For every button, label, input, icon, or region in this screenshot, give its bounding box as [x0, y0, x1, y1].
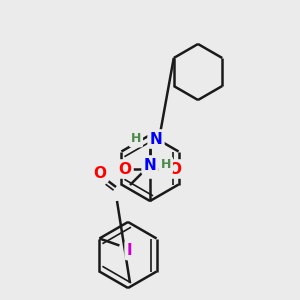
Text: H: H: [131, 133, 141, 146]
Text: N: N: [144, 158, 156, 172]
Text: I: I: [127, 243, 132, 258]
Text: O: O: [94, 166, 106, 181]
Text: O: O: [118, 161, 131, 176]
Text: H: H: [161, 158, 171, 172]
Text: N: N: [150, 131, 162, 146]
Text: S: S: [145, 161, 155, 176]
Text: O: O: [169, 161, 182, 176]
